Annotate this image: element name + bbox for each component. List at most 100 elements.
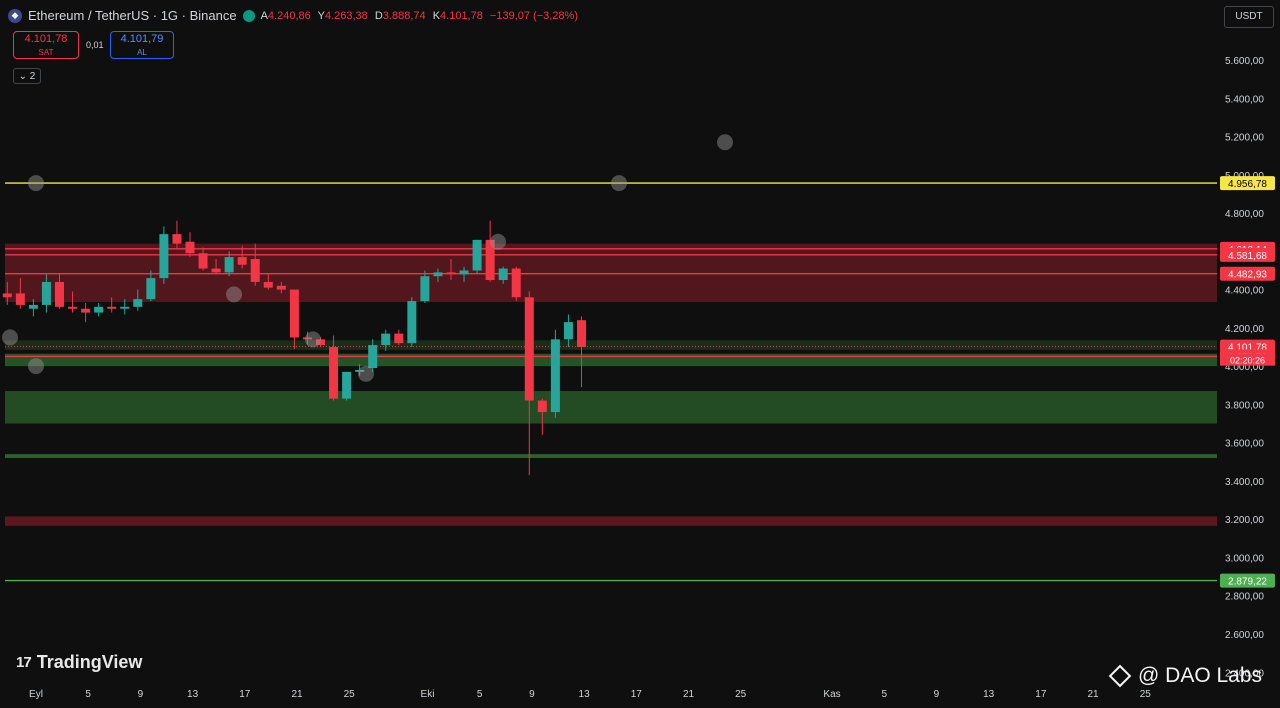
drawing-anchor-point bbox=[305, 331, 321, 348]
price-tick-label: 2.800,00 bbox=[1225, 592, 1264, 603]
watermark-text: @ DAO Labs bbox=[1138, 664, 1263, 687]
buy-button[interactable]: 4.101,79 AL bbox=[110, 31, 174, 59]
time-tick-label: 5 bbox=[85, 689, 91, 700]
candle-body bbox=[237, 257, 247, 265]
price-tag-bg bbox=[1220, 247, 1275, 262]
price-tag-label: 4.101,78 bbox=[1228, 343, 1267, 354]
spread-value: 0,01 bbox=[86, 40, 104, 50]
time-tick-label: 17 bbox=[631, 689, 643, 700]
time-tick-label: 13 bbox=[983, 689, 995, 700]
time-tick-label: 13 bbox=[187, 689, 199, 700]
price-axis[interactable]: 5.600,005.400,005.200,005.000,004.800,00… bbox=[1217, 0, 1280, 703]
candle-body bbox=[224, 257, 234, 273]
candle-body bbox=[185, 241, 195, 254]
candle-body bbox=[159, 234, 169, 279]
price-tag-label: 4.482,93 bbox=[1228, 270, 1267, 281]
price-tag-bg bbox=[1220, 176, 1275, 191]
candle-body bbox=[485, 239, 495, 281]
candle-body bbox=[537, 400, 547, 413]
time-tick-label: 9 bbox=[529, 689, 535, 700]
candle-body bbox=[302, 337, 312, 340]
price-tag-bg bbox=[1220, 266, 1275, 281]
time-tick-label: 25 bbox=[344, 689, 356, 700]
time-tick-label: Kas bbox=[823, 689, 840, 700]
drawing-anchor-point bbox=[28, 175, 44, 192]
price-tag-label: 4.956,78 bbox=[1228, 179, 1267, 190]
time-axis-canvas[interactable]: Eyl 5 9 13 17 21 25 Eki 5 9 13 17 21 25 Kas 5 9 13 17 21 25 bbox=[0, 683, 1217, 703]
price-tick-label: 5.400,00 bbox=[1225, 94, 1264, 105]
currency-selector[interactable]: USDT bbox=[1224, 6, 1274, 28]
close-value: 4.101,78 bbox=[440, 9, 483, 22]
price-axis-canvas[interactable]: 5.600,005.400,005.200,005.000,004.800,00… bbox=[1217, 0, 1280, 703]
candle-body bbox=[289, 289, 299, 338]
price-tick-label: 3.400,00 bbox=[1225, 477, 1264, 488]
open-label: A bbox=[260, 9, 268, 22]
countdown-bg bbox=[1220, 353, 1275, 366]
candle-body bbox=[315, 339, 325, 346]
drawing-anchor-point bbox=[490, 233, 506, 250]
candle-body bbox=[342, 371, 352, 399]
candle-body bbox=[459, 270, 469, 275]
drawing-anchor-point bbox=[226, 286, 242, 303]
candle-body bbox=[211, 268, 221, 273]
candle-body bbox=[250, 258, 260, 282]
time-tick-label: 21 bbox=[683, 689, 695, 700]
time-tick-label: 5 bbox=[477, 689, 483, 700]
time-axis[interactable]: Eyl 5 9 13 17 21 25 Eki 5 9 13 17 21 25 Kas 5 9 13 17 21 25 bbox=[0, 683, 1217, 703]
ethereum-logo-icon: ◆ bbox=[8, 8, 22, 23]
candle-body bbox=[394, 333, 404, 344]
price-tick-label: 3.200,00 bbox=[1225, 515, 1264, 526]
time-tick-label: 13 bbox=[579, 689, 591, 700]
countdown-label: 02:20:26 bbox=[1230, 356, 1265, 366]
tradingview-wordmark: TradingView bbox=[36, 652, 143, 672]
candle-body bbox=[498, 268, 508, 281]
symbol-title[interactable]: Ethereum / TetherUS · 1G · Binance bbox=[28, 8, 237, 23]
market-open-icon bbox=[242, 9, 255, 22]
chart-canvas[interactable] bbox=[0, 0, 1217, 683]
time-tick-label: 25 bbox=[735, 689, 747, 700]
price-tick-label: 5.600,00 bbox=[1225, 56, 1264, 67]
tradingview-mark-icon: 17 bbox=[16, 654, 32, 671]
support-line-3530 bbox=[5, 454, 1217, 458]
candle-body bbox=[28, 304, 38, 309]
dao-labs-watermark: @ DAO Labs bbox=[1108, 664, 1263, 688]
buy-label: AL bbox=[137, 48, 147, 57]
drawing-anchor-point bbox=[28, 358, 44, 375]
drawing-anchor-point bbox=[2, 329, 18, 346]
time-tick-label: 21 bbox=[1087, 689, 1099, 700]
candle-body bbox=[94, 306, 104, 313]
time-tick-label: 21 bbox=[291, 689, 303, 700]
candle-body bbox=[120, 306, 130, 309]
sell-button[interactable]: 4.101,78 SAT bbox=[13, 31, 79, 59]
candle-body bbox=[550, 339, 560, 413]
tradingview-logo[interactable]: 17 TradingView bbox=[16, 652, 142, 673]
candle-body bbox=[146, 278, 156, 300]
drawing-anchor-point bbox=[717, 134, 733, 151]
drawing-anchor-point bbox=[611, 175, 627, 192]
chart-area[interactable] bbox=[0, 0, 1217, 683]
price-tag-label: 2.879,22 bbox=[1228, 577, 1267, 588]
price-tick-label: 3.600,00 bbox=[1225, 439, 1264, 450]
close-label: K bbox=[432, 9, 441, 22]
price-tick-label: 3.000,00 bbox=[1225, 553, 1264, 564]
drawing-anchor-point bbox=[358, 365, 374, 382]
candle-body bbox=[263, 281, 273, 288]
price-tick-label: 2.400,00 bbox=[1225, 668, 1264, 679]
symbol-legend: ◆ Ethereum / TetherUS · 1G · Binance A4.… bbox=[8, 8, 582, 23]
support-zone-upper bbox=[5, 353, 1217, 367]
low-label: D bbox=[374, 9, 383, 22]
candle-body bbox=[15, 293, 25, 305]
candle-body bbox=[355, 369, 365, 372]
candle-body bbox=[524, 297, 534, 401]
change-value: −139,07 (−3,28%) bbox=[489, 9, 578, 22]
candle-body bbox=[41, 281, 51, 305]
candle-body bbox=[576, 320, 586, 347]
time-tick-label: Eki bbox=[421, 689, 435, 700]
candle-body bbox=[472, 239, 482, 271]
support-band-thin bbox=[5, 340, 1217, 350]
candle-body bbox=[172, 234, 182, 244]
open-value: 4.240,86 bbox=[267, 9, 311, 22]
chevron-down-icon: ⌄ bbox=[18, 71, 28, 82]
indicators-toggle-button[interactable]: ⌄ 2 bbox=[13, 68, 41, 84]
candle-body bbox=[54, 281, 64, 307]
